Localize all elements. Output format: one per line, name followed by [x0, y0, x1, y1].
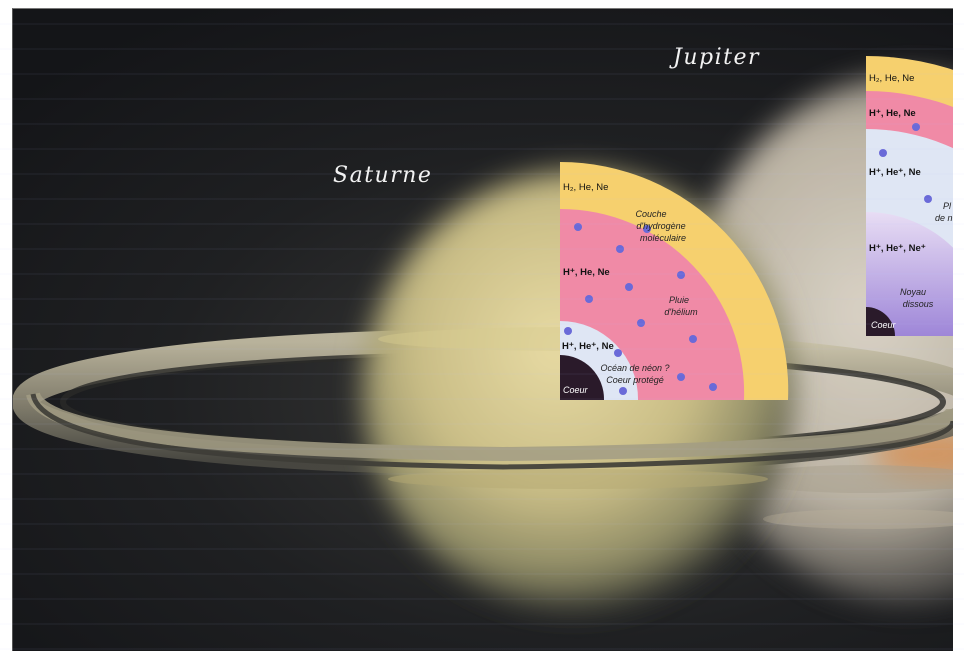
jupiter-outer-layer-label: H₂, He, Ne: [869, 73, 914, 84]
svg-text:Océan de néon ?: Océan de néon ?: [600, 363, 669, 373]
saturn-ring-front: [26, 391, 953, 462]
space-scene: H₂, He, Ne Couche d'hydrogène moléculair…: [12, 8, 953, 651]
svg-text:Couche: Couche: [635, 209, 666, 219]
jupiter-core-label: Coeur: [871, 320, 897, 330]
jupiter-middle-layer-label: H⁺, He, Ne: [869, 108, 916, 119]
svg-text:Coeur protégé: Coeur protégé: [606, 375, 664, 385]
saturn-outer-layer-label: H₂, He, Ne: [563, 182, 608, 193]
saturn-inner-layer-label: H⁺, He⁺, Ne: [562, 341, 614, 352]
planets-illustration: H₂, He, Ne Couche d'hydrogène moléculair…: [13, 56, 953, 611]
saturn-core-label: Coeur: [563, 385, 589, 395]
svg-text:de n: de n: [935, 213, 953, 223]
jupiter-deep-layer-label: H⁺, He⁺, Ne⁺: [869, 243, 926, 254]
jupiter-droplets: [879, 123, 932, 203]
jupiter-cutaway-diagram: H₂, He, Ne H⁺, He, Ne H⁺, He⁺, Ne Pl de …: [866, 56, 953, 336]
svg-text:moléculaire: moléculaire: [640, 233, 686, 243]
jupiter-label: Jupiter: [673, 45, 760, 70]
svg-text:dissous: dissous: [903, 299, 934, 309]
svg-text:Noyau: Noyau: [900, 287, 926, 297]
saturn-cutaway-diagram: H₂, He, Ne Couche d'hydrogène moléculair…: [560, 161, 789, 400]
jupiter-inner-layer-label: H⁺, He⁺, Ne: [869, 167, 921, 178]
saturn-middle-layer-label: H⁺, He, Ne: [563, 267, 610, 278]
svg-text:Pl: Pl: [943, 201, 952, 211]
svg-text:Pluie: Pluie: [669, 295, 689, 305]
saturne-label: Saturne: [333, 163, 433, 188]
helium-rain-droplets: [564, 223, 717, 395]
svg-text:d'hélium: d'hélium: [664, 307, 698, 317]
svg-text:d'hydrogène: d'hydrogène: [636, 221, 685, 231]
